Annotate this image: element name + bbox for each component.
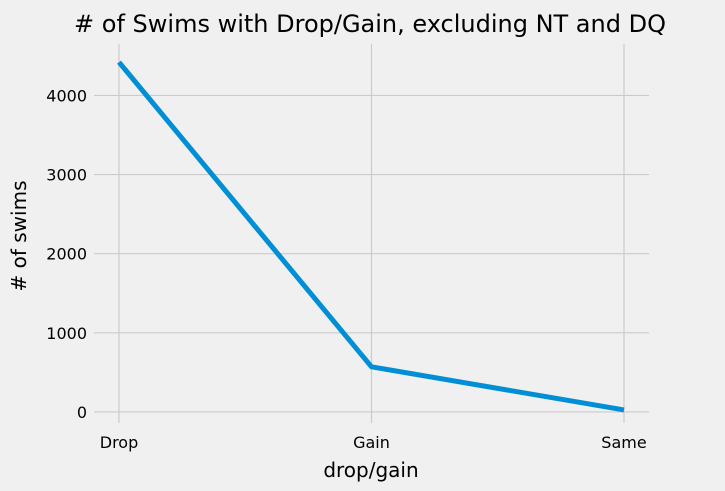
series-line	[117, 60, 625, 413]
gridlines	[94, 44, 649, 423]
y-tick-label: 1000	[46, 324, 87, 343]
chart-title: # of Swims with Drop/Gain, excluding NT …	[74, 10, 666, 38]
y-tick-label: 0	[77, 403, 87, 422]
data-series	[117, 60, 625, 413]
y-tick-labels: 0 1000 2000 3000 4000	[46, 86, 87, 421]
x-tick-label: Gain	[353, 433, 390, 452]
y-tick-label: 3000	[46, 166, 87, 185]
x-axis-label: drop/gain	[323, 458, 418, 482]
x-tick-labels: Drop Gain Same	[100, 433, 647, 452]
x-tick-label: Drop	[100, 433, 139, 452]
y-axis-label: # of swims	[7, 181, 31, 292]
y-tick-label: 4000	[46, 86, 87, 105]
x-tick-label: Same	[601, 433, 646, 452]
y-tick-label: 2000	[46, 245, 87, 264]
